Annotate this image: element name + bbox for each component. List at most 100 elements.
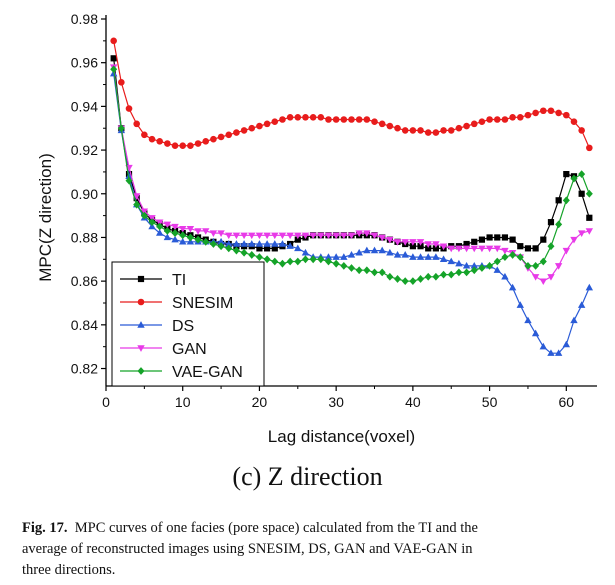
caption-line-2: average of reconstructed images using SN… xyxy=(22,541,473,557)
legend-label: TI xyxy=(172,272,186,289)
point-ds xyxy=(171,235,179,243)
point-vae-gan xyxy=(539,257,547,266)
legend-entry-ds: DS xyxy=(120,318,194,335)
point-ds xyxy=(248,240,256,247)
point-ds xyxy=(232,240,241,247)
point-ds xyxy=(393,251,402,258)
point-gan xyxy=(370,232,379,240)
x-tick-label: 0 xyxy=(102,394,110,410)
point-ti xyxy=(524,245,532,252)
point-ti xyxy=(294,236,301,243)
point-vae-gan xyxy=(171,229,179,237)
point-snesim xyxy=(210,135,217,143)
point-snesim xyxy=(493,116,501,123)
point-vae-gan xyxy=(278,259,286,268)
point-gan xyxy=(317,232,325,240)
point-gan xyxy=(562,247,571,255)
point-vae-gan xyxy=(232,246,240,255)
point-snesim xyxy=(501,116,509,123)
point-vae-gan xyxy=(179,231,187,240)
series-snesim xyxy=(110,37,593,152)
point-snesim xyxy=(164,140,171,147)
point-vae-gan xyxy=(209,240,217,248)
point-snesim xyxy=(555,109,562,117)
point-vae-gan xyxy=(394,275,402,283)
series-ti xyxy=(110,55,593,252)
point-ds xyxy=(332,253,340,260)
point-snesim xyxy=(110,37,117,45)
point-snesim xyxy=(340,116,348,123)
point-snesim xyxy=(509,114,516,121)
legend-marker xyxy=(137,321,145,328)
point-gan xyxy=(470,245,478,253)
point-ds xyxy=(355,248,363,256)
point-gan xyxy=(340,232,348,240)
point-ti xyxy=(432,245,439,252)
point-vae-gan xyxy=(348,264,355,272)
legend-entry-snesim: SNESIM xyxy=(120,295,233,312)
point-vae-gan xyxy=(217,242,225,251)
point-snesim xyxy=(156,138,164,145)
point-gan xyxy=(240,232,248,240)
point-snesim xyxy=(240,127,248,134)
point-ds xyxy=(225,240,233,247)
point-snesim xyxy=(409,127,417,134)
point-vae-gan xyxy=(317,255,325,264)
point-snesim xyxy=(202,138,210,145)
legend-entry-ti: TI xyxy=(120,272,186,289)
legend-marker xyxy=(137,275,145,283)
point-ds xyxy=(508,283,517,291)
point-vae-gan xyxy=(417,275,425,283)
point-gan xyxy=(324,232,333,240)
point-snesim xyxy=(394,124,401,132)
point-vae-gan xyxy=(371,268,379,277)
point-vae-gan xyxy=(401,277,409,286)
point-ti xyxy=(555,197,562,204)
point-vae-gan xyxy=(355,266,363,275)
plot-area xyxy=(109,37,594,356)
caption-text-1: MPC curves of one facies (pore space) ca… xyxy=(74,520,478,536)
point-gan xyxy=(501,247,509,255)
point-vae-gan xyxy=(110,65,118,74)
point-snesim xyxy=(256,122,263,130)
point-vae-gan xyxy=(117,124,125,133)
point-vae-gan xyxy=(455,268,463,277)
point-ds xyxy=(531,329,540,337)
point-gan xyxy=(547,274,555,281)
point-ds xyxy=(179,237,187,245)
point-gan xyxy=(163,221,172,229)
point-ds xyxy=(324,253,333,260)
point-snesim xyxy=(586,144,593,152)
point-gan xyxy=(132,193,141,200)
x-tick-label: 10 xyxy=(175,394,191,410)
point-gan xyxy=(294,232,302,240)
point-gan xyxy=(355,230,363,237)
point-ti xyxy=(271,245,278,252)
point-vae-gan xyxy=(570,174,578,183)
point-vae-gan xyxy=(148,218,156,227)
legend-label: DS xyxy=(172,318,194,335)
point-snesim xyxy=(294,114,302,121)
point-ds xyxy=(386,248,394,256)
point-snesim xyxy=(532,109,539,117)
point-gan xyxy=(539,278,547,286)
point-ds xyxy=(340,253,348,260)
point-ds xyxy=(286,242,294,249)
point-vae-gan xyxy=(125,176,133,185)
point-ds xyxy=(547,349,555,356)
point-vae-gan xyxy=(363,266,371,275)
point-vae-gan xyxy=(409,277,417,286)
point-vae-gan xyxy=(255,253,263,262)
series-vae-gan xyxy=(110,65,593,286)
y-tick-label: 0.84 xyxy=(71,317,98,333)
x-tick-label: 40 xyxy=(405,394,421,410)
point-vae-gan xyxy=(186,233,194,242)
point-ds xyxy=(370,246,379,254)
point-vae-gan xyxy=(332,259,340,268)
point-ds xyxy=(455,259,463,267)
point-snesim xyxy=(432,129,440,136)
point-ti xyxy=(409,243,416,250)
point-ds xyxy=(501,272,509,280)
point-snesim xyxy=(355,116,363,123)
point-ti xyxy=(563,171,570,178)
